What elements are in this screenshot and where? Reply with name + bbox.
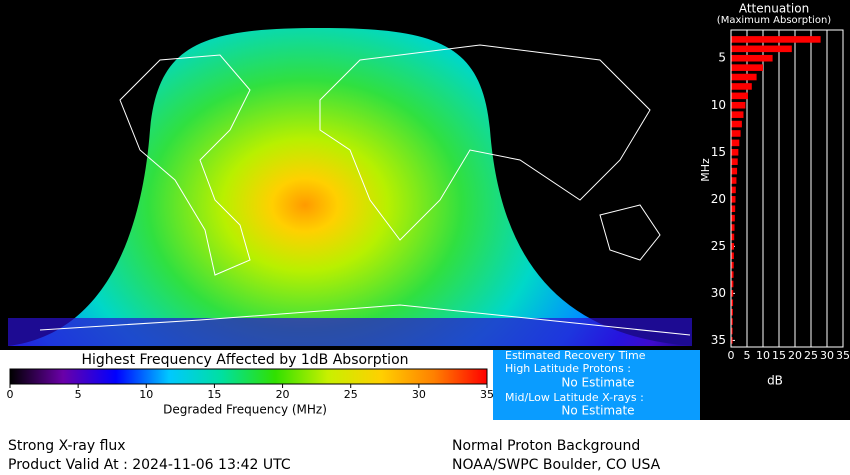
bar: [731, 290, 734, 297]
x-tick-label: 0: [728, 349, 735, 362]
colorbar-tick-label: 25: [344, 388, 358, 401]
y-tick-label: 15: [711, 145, 726, 159]
colorbar-tick-label: 5: [75, 388, 82, 401]
colorbar-tick-label: 15: [207, 388, 221, 401]
bar: [731, 214, 735, 222]
colorbar-title: Highest Frequency Affected by 1dB Absorp…: [81, 352, 408, 368]
coastline: [319, 44, 651, 241]
plot-frame: [730, 29, 844, 348]
polar-band: [8, 318, 692, 346]
x-tick-label: 35: [836, 349, 850, 362]
info-value: No Estimate: [561, 376, 634, 390]
y-tick-label: 30: [711, 286, 726, 300]
bar: [731, 252, 734, 260]
colorbar-panel: [0, 350, 493, 420]
bar: [731, 36, 821, 43]
chart-subtitle: (Maximum Absorption): [717, 15, 831, 26]
map: [8, 28, 692, 346]
y-tick-label: 20: [711, 192, 726, 206]
colorbar-tick-label: 10: [139, 388, 153, 401]
footer-panel: [0, 420, 850, 475]
bar: [731, 280, 734, 288]
y-tick-label: 5: [718, 51, 726, 65]
x-tick-label: 15: [772, 349, 786, 362]
bar: [731, 54, 773, 62]
bar: [731, 177, 737, 184]
bar: [731, 186, 736, 194]
y-axis-label: MHz: [699, 158, 712, 182]
bar: [731, 148, 739, 156]
footer-text: Normal Proton Background: [452, 438, 640, 454]
colorbar-tick-label: 35: [480, 388, 494, 401]
bar: [731, 158, 738, 165]
bar: [731, 73, 757, 81]
x-tick-label: 10: [756, 349, 770, 362]
coastline: [39, 304, 691, 336]
bar: [731, 318, 733, 325]
bar: [731, 233, 735, 241]
x-tick-label: 30: [820, 349, 834, 362]
y-tick-label: 10: [711, 98, 726, 112]
bar: [731, 101, 746, 109]
bar: [731, 224, 735, 231]
bar: [731, 271, 734, 278]
bar: [731, 83, 752, 90]
bar: [731, 45, 792, 53]
bar: [731, 139, 740, 147]
colorbar: [9, 368, 488, 385]
footer-text: Strong X-ray flux: [8, 438, 126, 454]
colorbar-tick-label: 30: [412, 388, 426, 401]
absorption-field: [8, 28, 692, 346]
footer-text: Product Valid At : 2024-11-06 13:42 UTC: [8, 457, 291, 473]
bar: [731, 243, 735, 250]
bar: [731, 261, 734, 269]
colorbar-label: Degraded Frequency (MHz): [163, 403, 327, 417]
info-box: [493, 350, 700, 420]
bar: [731, 205, 736, 213]
x-tick-label: 20: [788, 349, 802, 362]
bar: [731, 120, 742, 128]
info-label: Mid/Low Latitude X-rays :: [505, 391, 644, 404]
bar: [731, 327, 733, 335]
chart-title: Attenuation: [739, 2, 809, 16]
coastline: [599, 204, 661, 261]
colorbar-tick-label: 20: [276, 388, 290, 401]
coastline: [119, 54, 251, 276]
bar: [731, 299, 734, 307]
colorbar-tick-label: 0: [7, 388, 14, 401]
x-tick-label: 5: [744, 349, 751, 362]
y-tick-label: 35: [711, 333, 726, 347]
x-tick-label: 25: [804, 349, 818, 362]
footer-text: NOAA/SWPC Boulder, CO USA: [452, 457, 661, 473]
bar: [731, 308, 733, 316]
bar: [731, 167, 738, 175]
bar: [731, 64, 763, 71]
x-axis-label: dB: [767, 374, 783, 388]
bar: [731, 337, 733, 344]
bar: [731, 196, 736, 203]
info-value: No Estimate: [561, 404, 634, 418]
info-label: High Latitude Protons :: [505, 362, 631, 375]
bar: [731, 92, 748, 100]
y-tick-label: 25: [711, 239, 726, 253]
info-title: Estimated Recovery Time: [505, 349, 646, 362]
bar: [731, 130, 741, 137]
bar: [731, 111, 744, 118]
